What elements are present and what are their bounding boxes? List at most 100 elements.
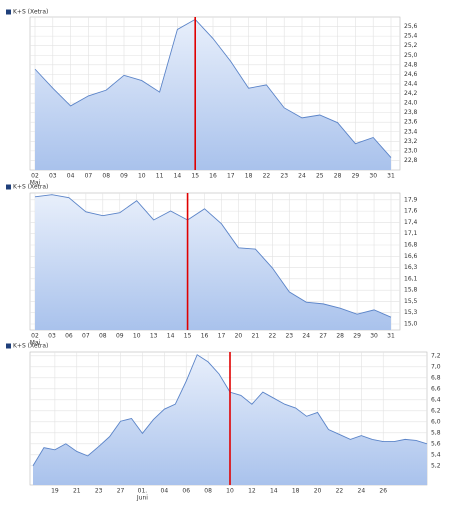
y-tick-label: 7,2 — [431, 352, 441, 359]
x-tick-label: 21 — [73, 488, 81, 495]
legend-swatch — [6, 184, 11, 190]
y-tick-label: 24,0 — [404, 100, 418, 107]
x-tick-label: 08 — [99, 333, 107, 340]
x-tick-label: 04 — [67, 173, 75, 180]
x-tick-label: 08 — [204, 488, 212, 495]
x-tick-label: 31 — [387, 173, 395, 180]
y-tick-label: 25,4 — [404, 33, 418, 40]
x-tick-label: 29 — [353, 333, 361, 340]
x-tick-label: 24 — [302, 333, 310, 340]
x-tick-label: 08 — [102, 173, 110, 180]
y-tick-label: 22,8 — [404, 157, 418, 164]
y-tick-label: 16,1 — [404, 275, 418, 282]
area — [35, 19, 391, 170]
x-tick-label: 10 — [138, 173, 146, 180]
y-tick-label: 6,2 — [431, 407, 441, 414]
x-tick-label: 14 — [174, 173, 182, 180]
x-tick-label: 30 — [369, 173, 377, 180]
y-tick-label: 23,8 — [404, 109, 418, 116]
y-tick-label: 17,9 — [404, 196, 418, 203]
x-tick-label: 14 — [270, 488, 278, 495]
x-tick-label: 03 — [48, 333, 56, 340]
y-tick-label: 15,8 — [404, 287, 418, 294]
x-tick-label: 02 — [31, 333, 39, 340]
y-tick-label: 25,2 — [404, 42, 418, 49]
legend-swatch — [6, 343, 11, 349]
y-tick-label: 15,5 — [404, 298, 418, 305]
x-tick-label: 22 — [263, 173, 271, 180]
y-tick-label: 5,2 — [431, 462, 441, 469]
y-tick-label: 24,2 — [404, 90, 418, 97]
x-tick-label: 23 — [280, 173, 288, 180]
y-tick-label: 16,3 — [404, 264, 418, 271]
x-tick-label: 26 — [379, 488, 387, 495]
period-label: Mai — [30, 340, 41, 347]
legend-label: K+S (Xetra) — [13, 9, 48, 16]
y-tick-label: 25,6 — [404, 23, 418, 30]
y-tick-label: 24,8 — [404, 61, 418, 68]
line — [34, 194, 392, 318]
x-tick-label: 13 — [150, 333, 158, 340]
y-tick-label: 6,4 — [431, 396, 441, 403]
x-tick-label: 22 — [269, 333, 277, 340]
x-tick-label: 24 — [358, 488, 366, 495]
y-tick-label: 16,6 — [404, 253, 418, 260]
y-tick-label: 15,3 — [404, 309, 418, 316]
x-tick-label: 04 — [161, 488, 169, 495]
area — [35, 194, 391, 330]
x-tick-label: 01. — [138, 488, 148, 495]
x-tick-label: 11 — [156, 173, 164, 180]
x-tick-label: 17 — [227, 173, 235, 180]
x-tick-label: 16 — [201, 333, 209, 340]
x-tick-label: 06 — [65, 333, 73, 340]
period-label: Juni — [136, 495, 148, 502]
legend-label: K+S (Xetra) — [13, 184, 48, 191]
y-tick-label: 16,8 — [404, 241, 418, 248]
x-tick-label: 23 — [285, 333, 293, 340]
y-tick-label: 25,0 — [404, 52, 418, 59]
y-tick-label: 23,2 — [404, 138, 418, 145]
x-tick-label: 07 — [82, 333, 90, 340]
x-tick-label: 28 — [334, 173, 342, 180]
x-tick-label: 10 — [133, 333, 141, 340]
legend-label: K+S (Xetra) — [13, 343, 48, 350]
x-tick-label: 09 — [120, 173, 128, 180]
x-tick-label: 22 — [336, 488, 344, 495]
x-tick-label: 20 — [235, 333, 243, 340]
x-tick-label: 19 — [51, 488, 59, 495]
x-tick-label: 16 — [209, 173, 217, 180]
x-tick-label: 27 — [319, 333, 327, 340]
x-tick-label: 07 — [85, 173, 93, 180]
x-tick-label: 28 — [336, 333, 344, 340]
x-tick-label: 21 — [252, 333, 260, 340]
x-tick-label: 30 — [370, 333, 378, 340]
x-tick-label: 15 — [191, 173, 199, 180]
x-tick-label: 15 — [184, 333, 192, 340]
y-tick-label: 5,4 — [431, 451, 441, 458]
x-tick-label: 18 — [245, 173, 253, 180]
x-tick-label: 31 — [387, 333, 395, 340]
y-tick-label: 23,6 — [404, 119, 418, 126]
x-tick-label: 27 — [117, 488, 125, 495]
y-tick-label: 6,0 — [431, 418, 441, 425]
y-tick-label: 5,6 — [431, 440, 441, 447]
x-tick-label: 23 — [95, 488, 103, 495]
y-tick-label: 23,0 — [404, 147, 418, 154]
legend-swatch — [6, 9, 11, 15]
x-tick-label: 29 — [352, 173, 360, 180]
x-tick-label: 18 — [292, 488, 300, 495]
y-tick-label: 6,6 — [431, 385, 441, 392]
y-tick-label: 15,0 — [404, 321, 418, 328]
y-tick-label: 17,6 — [404, 208, 418, 215]
x-tick-label: 24 — [298, 173, 306, 180]
y-tick-label: 23,4 — [404, 128, 418, 135]
y-tick-label: 24,4 — [404, 80, 418, 87]
x-tick-label: 03 — [49, 173, 57, 180]
x-tick-label: 10 — [226, 488, 234, 495]
y-tick-label: 6,8 — [431, 374, 441, 381]
x-tick-label: 17 — [218, 333, 226, 340]
y-tick-label: 24,6 — [404, 71, 418, 78]
x-tick-label: 20 — [314, 488, 322, 495]
